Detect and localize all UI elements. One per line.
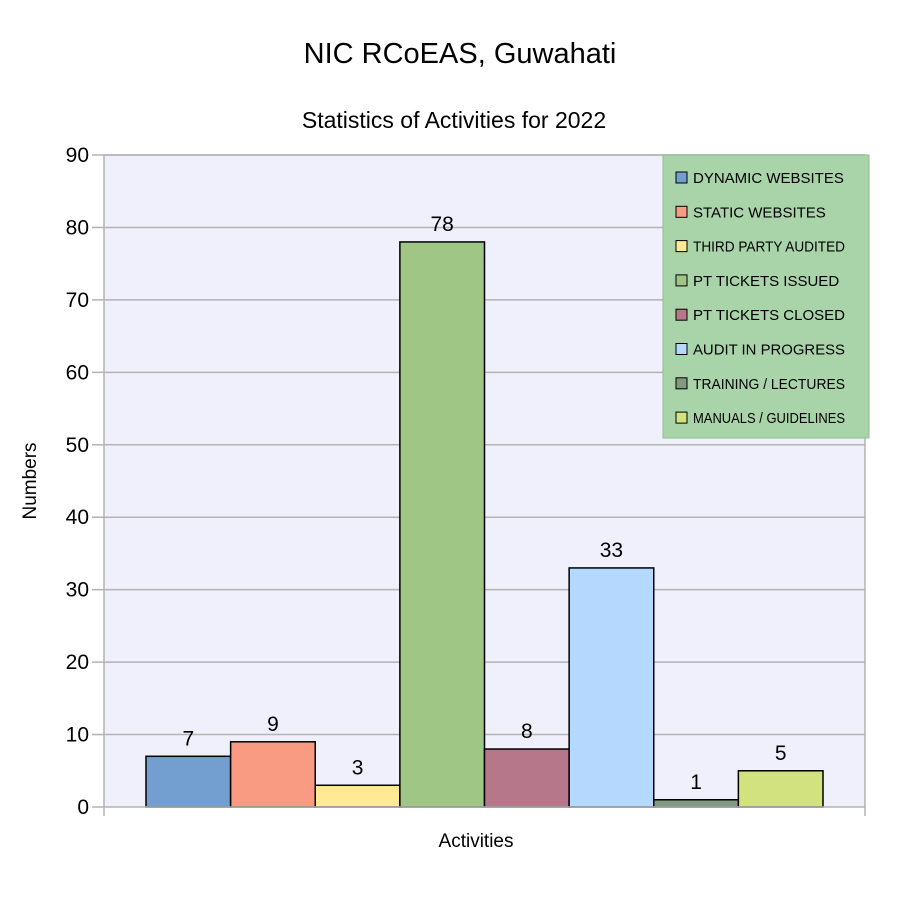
bar <box>399 241 486 808</box>
data-label: 33 <box>600 539 623 562</box>
y-tick-label: 0 <box>77 796 89 819</box>
y-tick-label: 80 <box>66 216 89 239</box>
data-label: 8 <box>521 720 533 743</box>
bar <box>737 770 824 808</box>
legend-swatch <box>675 308 688 321</box>
legend-swatch <box>675 171 688 184</box>
legend-swatch <box>675 240 688 253</box>
data-label: 3 <box>352 756 364 779</box>
y-tick-label: 50 <box>66 434 89 457</box>
data-label: 1 <box>690 771 702 794</box>
data-label: 78 <box>431 213 454 236</box>
chart-title: NIC RCoEAS, Guwahati <box>304 38 617 70</box>
bar <box>229 741 316 808</box>
y-tick-label: 10 <box>66 724 89 747</box>
legend-label: PT TICKETS ISSUED <box>693 273 839 290</box>
y-axis-ticks: 0 10 20 30 40 50 60 70 80 90 <box>66 144 104 819</box>
legend-label: THIRD PARTY AUDITED <box>693 239 845 256</box>
bar <box>568 567 655 808</box>
legend-label: AUDIT IN PROGRESS <box>693 342 845 359</box>
chart-subtitle: Statistics of Activities for 2022 <box>302 107 606 133</box>
legend-label: MANUALS / GUIDELINES <box>693 410 845 427</box>
y-tick-label: 60 <box>66 361 89 384</box>
x-axis-label: Activities <box>439 831 514 852</box>
legend-label: DYNAMIC WEBSITES <box>693 170 844 187</box>
y-tick-label: 30 <box>66 579 89 602</box>
legend-swatch <box>675 274 688 287</box>
legend: DYNAMIC WEBSITES STATIC WEBSITES THIRD PAR… <box>662 154 870 439</box>
legend-label: PT TICKETS CLOSED <box>693 307 845 324</box>
bar <box>314 784 401 808</box>
legend-label: STATIC WEBSITES <box>693 204 826 221</box>
bar <box>483 748 570 808</box>
data-labels: 7 9 3 78 8 33 1 5 <box>182 213 786 794</box>
bar <box>145 755 232 808</box>
y-axis-label: Numbers <box>20 442 41 519</box>
legend-box <box>662 154 870 439</box>
legend-label: TRAINING / LECTURES <box>693 376 845 393</box>
legend-swatch <box>675 343 688 355</box>
y-tick-label: 20 <box>66 651 89 674</box>
data-label: 5 <box>775 742 787 765</box>
data-label: 7 <box>182 727 194 750</box>
legend-swatch <box>675 377 688 390</box>
y-tick-label: 70 <box>66 289 89 312</box>
legend-swatch <box>675 205 688 218</box>
y-tick-label: 90 <box>66 144 89 167</box>
y-tick-label: 40 <box>66 506 89 529</box>
bar <box>653 799 740 808</box>
data-label: 9 <box>267 713 279 736</box>
legend-swatch <box>675 411 688 424</box>
